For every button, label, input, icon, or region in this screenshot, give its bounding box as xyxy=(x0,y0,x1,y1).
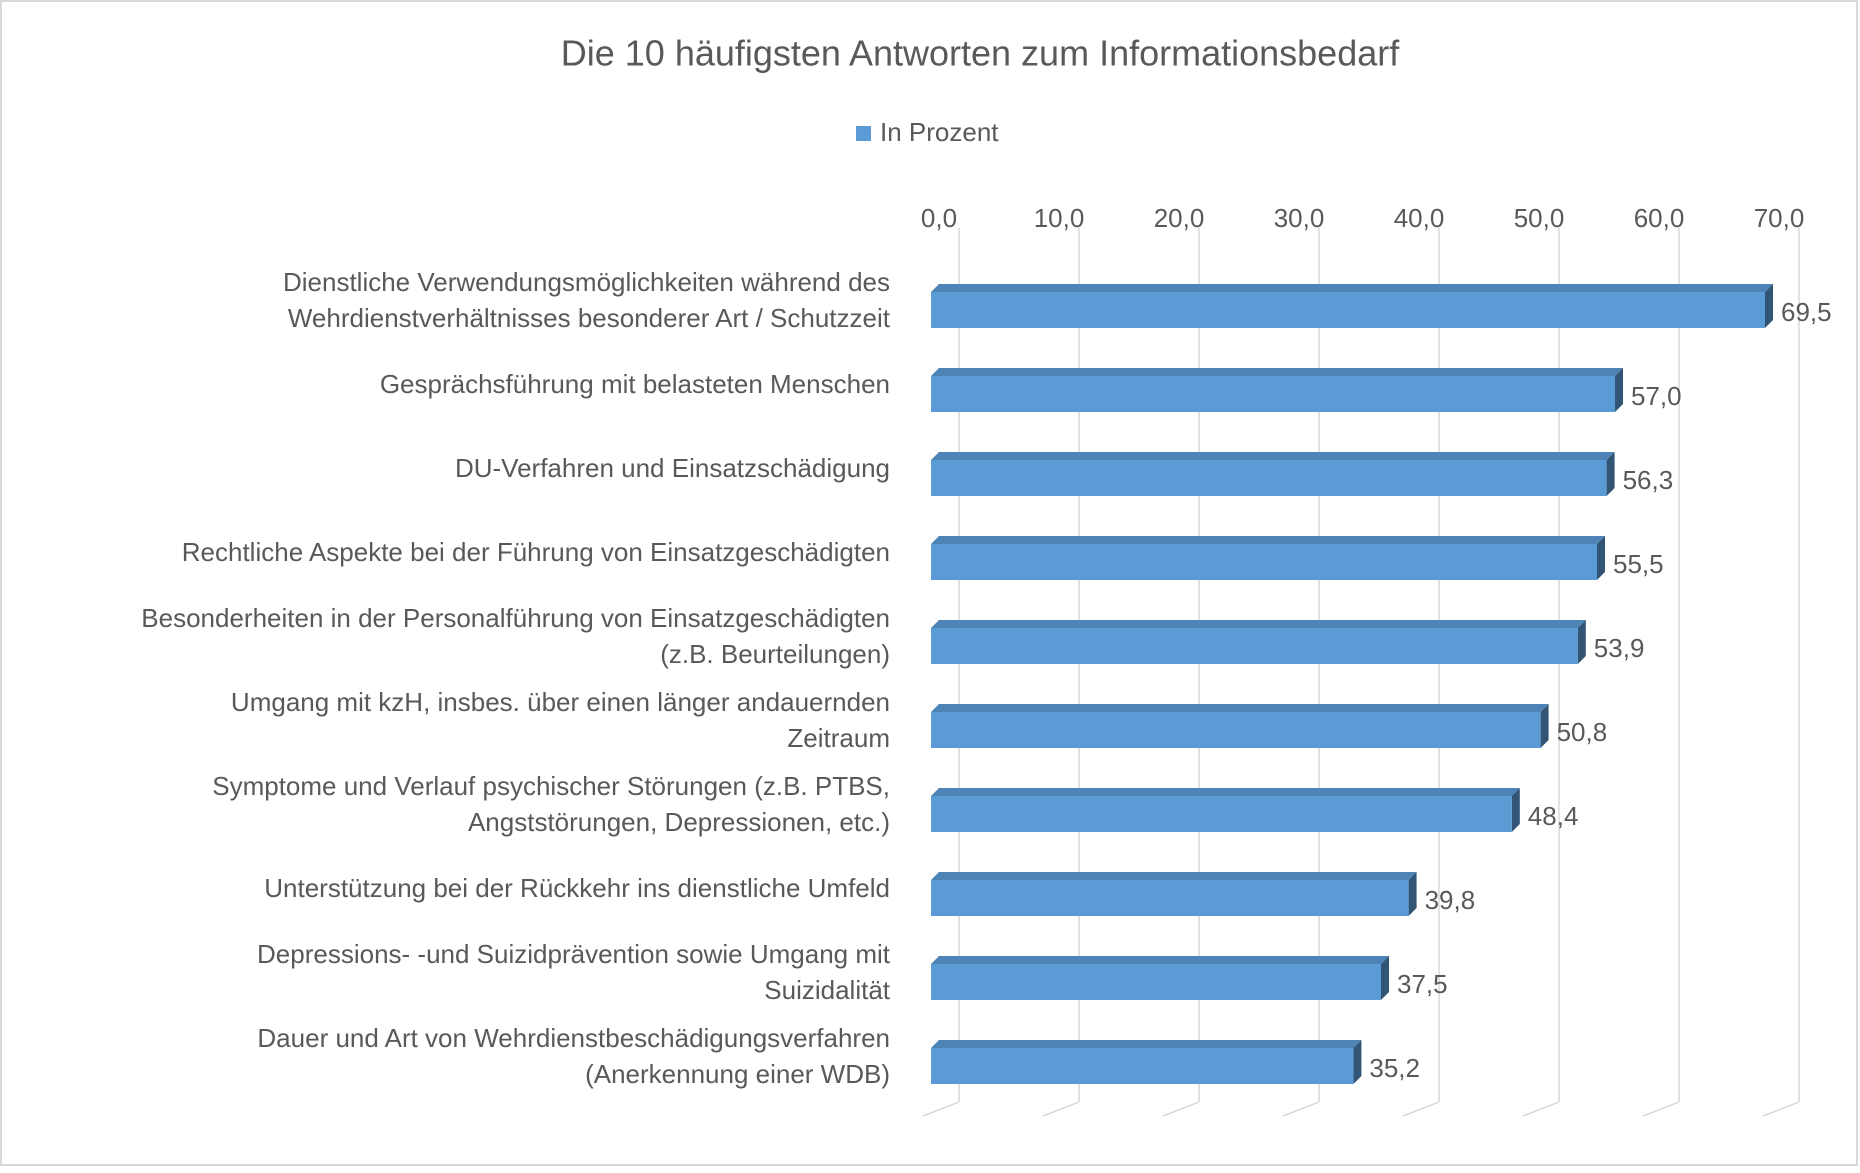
y-tick-label: Angststörungen, Depressionen, etc.) xyxy=(468,807,890,837)
value-label: 57,0 xyxy=(1631,381,1682,411)
y-tick-label: Suizidalität xyxy=(764,975,891,1005)
bar-top xyxy=(931,536,1605,544)
bar xyxy=(931,880,1409,916)
bar-top xyxy=(931,620,1586,628)
x-tick-label: 10,0 xyxy=(1034,203,1085,233)
y-tick-label: Rechtliche Aspekte bei der Führung von E… xyxy=(182,537,890,567)
value-label: 53,9 xyxy=(1594,633,1645,663)
y-tick-label: Wehrdienstverhältnisses besonderer Art /… xyxy=(288,303,891,333)
bar-top xyxy=(931,956,1389,964)
bar-top xyxy=(931,452,1615,460)
bar-top xyxy=(931,704,1549,712)
chart-title: Die 10 häufigsten Antworten zum Informat… xyxy=(561,33,1400,74)
bar xyxy=(931,1048,1354,1084)
bar-top xyxy=(931,788,1520,796)
value-label: 69,5 xyxy=(1781,297,1832,327)
x-tick-label: 20,0 xyxy=(1154,203,1205,233)
grid-foot xyxy=(1282,1101,1320,1117)
x-tick-label: 40,0 xyxy=(1394,203,1445,233)
legend-label: In Prozent xyxy=(880,117,999,147)
x-tick-label: 0,0 xyxy=(921,203,957,233)
bar xyxy=(931,796,1512,832)
x-tick-label: 50,0 xyxy=(1514,203,1565,233)
value-label: 50,8 xyxy=(1557,717,1608,747)
y-tick-label: Zeitraum xyxy=(787,723,890,753)
bar-side xyxy=(1597,536,1605,580)
grid-foot xyxy=(1522,1101,1560,1117)
bar-side xyxy=(1511,788,1520,832)
y-tick-label: Dienstliche Verwendungsmöglichkeiten wäh… xyxy=(283,267,890,297)
y-tick-label: Besonderheiten in der Personalführung vo… xyxy=(141,603,890,633)
y-tick-label: Symptome und Verlauf psychischer Störung… xyxy=(212,771,890,801)
bar-side xyxy=(1765,284,1773,328)
x-tick-label: 60,0 xyxy=(1634,203,1685,233)
bar-side xyxy=(1408,872,1417,916)
bar xyxy=(931,376,1615,412)
bar-side xyxy=(1606,452,1615,496)
bar-top xyxy=(931,1040,1362,1048)
grid-foot xyxy=(1162,1101,1200,1117)
bar-top xyxy=(931,368,1623,376)
y-tick-label: DU-Verfahren und Einsatzschädigung xyxy=(455,453,890,483)
grid-foot xyxy=(1762,1101,1800,1117)
y-tick-label: Depressions- -und Suizidprävention sowie… xyxy=(257,939,891,969)
bar xyxy=(931,628,1578,664)
bar-side xyxy=(1577,620,1586,664)
y-tick-label: (Anerkennung einer WDB) xyxy=(585,1059,890,1089)
bar xyxy=(931,544,1597,580)
y-tick-label: Unterstützung bei der Rückkehr ins diens… xyxy=(264,873,890,903)
x-tick-label: 70,0 xyxy=(1754,203,1805,233)
bar-top xyxy=(931,872,1417,880)
bar xyxy=(931,460,1607,496)
bar xyxy=(931,292,1765,328)
y-tick-label: (z.B. Beurteilungen) xyxy=(660,639,890,669)
bar xyxy=(931,712,1541,748)
value-label: 55,5 xyxy=(1613,549,1664,579)
grid-foot xyxy=(922,1101,960,1117)
y-tick-label: Gesprächsführung mit belasteten Menschen xyxy=(380,369,890,399)
bar-side xyxy=(1381,956,1389,1000)
value-label: 48,4 xyxy=(1528,801,1579,831)
x-tick-label: 30,0 xyxy=(1274,203,1325,233)
bar-side xyxy=(1540,704,1549,748)
grid-foot xyxy=(1642,1101,1680,1117)
y-tick-label: Dauer und Art von Wehrdienstbeschädigung… xyxy=(257,1023,890,1053)
bar-side xyxy=(1615,368,1623,412)
value-label: 56,3 xyxy=(1623,465,1674,495)
bar xyxy=(931,964,1381,1000)
bar-top xyxy=(931,284,1773,292)
bar-side xyxy=(1353,1040,1362,1084)
legend-swatch xyxy=(856,126,871,141)
value-label: 37,5 xyxy=(1397,969,1448,999)
grid-foot xyxy=(1402,1101,1440,1117)
y-tick-label: Umgang mit kzH, insbes. über einen länge… xyxy=(231,687,890,717)
value-label: 35,2 xyxy=(1369,1053,1420,1083)
value-label: 39,8 xyxy=(1425,885,1476,915)
grid-foot xyxy=(1042,1101,1080,1117)
